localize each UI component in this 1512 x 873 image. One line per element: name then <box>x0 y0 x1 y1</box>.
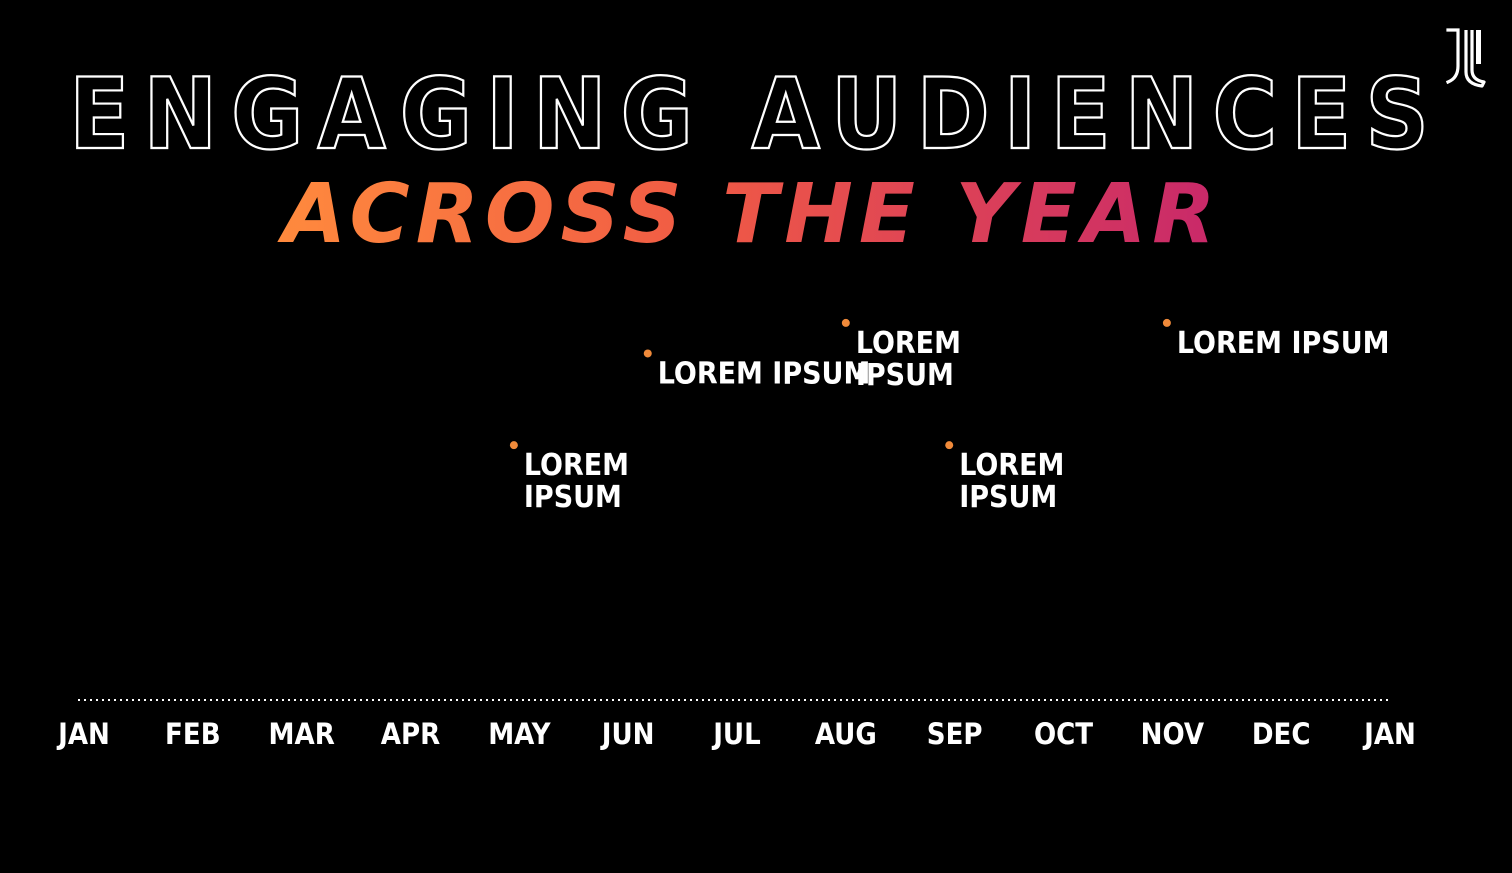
title-line-2: ACROSS THE YEAR <box>277 167 1222 262</box>
event-dot <box>945 441 954 450</box>
month-label: MAY <box>488 717 551 751</box>
event-dot <box>841 318 850 327</box>
month-label: AUG <box>815 717 877 751</box>
month-label: JAN <box>56 717 110 751</box>
month-label: OCT <box>1034 717 1093 751</box>
month-label: JUN <box>600 717 655 751</box>
event-label: IPSUM <box>524 480 622 515</box>
event-label: LOREM <box>856 326 961 361</box>
event-label: LOREM <box>959 448 1064 483</box>
month-label: APR <box>381 717 440 751</box>
event-dot <box>1162 318 1171 327</box>
event-label: LOREM IPSUM <box>1177 326 1390 361</box>
month-labels: JAN FEB MAR APR MAY JUN JUL AUG SEP OCT NOV DEC JAN <box>56 717 1416 751</box>
title-line-1: ENGAGING AUDIENCES <box>69 58 1443 172</box>
juventus-j-logo-icon <box>1445 28 1486 88</box>
event-label: IPSUM <box>856 358 954 393</box>
month-label: JUL <box>711 717 761 751</box>
event-dot <box>643 349 652 358</box>
event-dot <box>509 441 518 450</box>
event-label: IPSUM <box>959 480 1057 515</box>
month-label: JAN <box>1362 717 1416 751</box>
timeline-event: LOREM IPSUM <box>643 349 871 682</box>
event-label: LOREM <box>524 448 629 483</box>
month-label: NOV <box>1141 717 1205 751</box>
month-label: MAR <box>269 717 335 751</box>
month-label: FEB <box>165 717 221 751</box>
event-label: LOREM IPSUM <box>658 356 871 391</box>
month-label: SEP <box>927 717 983 751</box>
timeline-event: LOREM IPSUM <box>1162 318 1390 682</box>
month-label: DEC <box>1252 717 1311 751</box>
